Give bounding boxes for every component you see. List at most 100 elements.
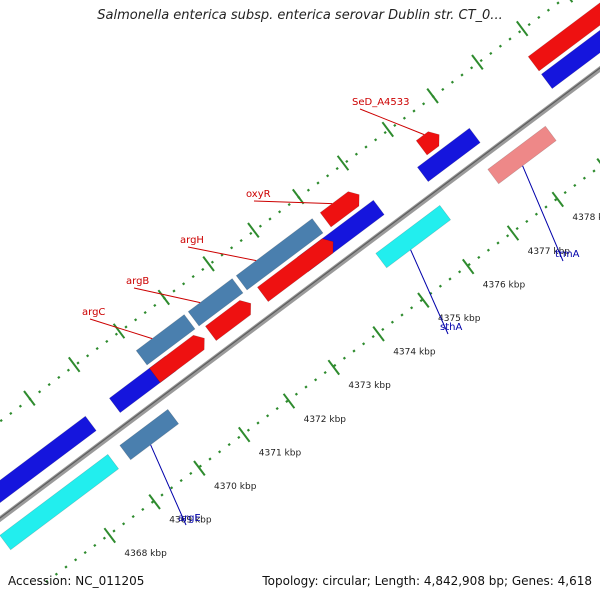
label-leader-argE (150, 444, 187, 526)
lower-track-dot (304, 385, 308, 389)
gene-label-argB: argB (126, 276, 149, 287)
lower-track-dot (486, 248, 490, 252)
upper-track-dot (345, 159, 349, 163)
lower-track-dot (525, 219, 529, 223)
label-leader-trmA (522, 165, 564, 262)
upper-track-dot (402, 116, 406, 120)
gene-block-argH (235, 218, 324, 291)
label-leader-argH (187, 246, 257, 262)
scale-label: 4376 kbp (483, 280, 526, 290)
upper-track-dot (460, 73, 464, 77)
lower-track-dot (112, 529, 116, 533)
lower-track-dot (573, 183, 577, 187)
lower-track-dot (534, 212, 538, 216)
lower-track-dot (342, 356, 346, 360)
upper-scale-tick (247, 222, 260, 238)
upper-track-dot (450, 80, 454, 84)
upper-track-dot (0, 419, 3, 423)
lower-track-dot (74, 558, 78, 562)
upper-track-dot (239, 239, 243, 243)
scale-label: 4378 kbp (572, 213, 600, 223)
scale-label: 4371 kbp (259, 448, 302, 458)
upper-track-dot (422, 102, 426, 106)
lower-track-dot (122, 522, 126, 526)
upper-track-dot (153, 303, 157, 307)
gene-block-blue (540, 29, 600, 90)
upper-track-dot (172, 289, 176, 293)
upper-track-dot (479, 59, 483, 63)
upper-track-dot (383, 131, 387, 135)
lower-track-dot (419, 299, 423, 303)
scale-label: 4373 kbp (348, 381, 391, 391)
upper-track-dot (182, 282, 186, 286)
upper-scale-tick (202, 256, 215, 272)
upper-track-dot (66, 368, 70, 372)
upper-track-dot (441, 87, 445, 91)
label-leader-argC (89, 318, 153, 340)
scale-tick (372, 326, 385, 342)
lower-track-dot (400, 313, 404, 317)
upper-track-dot (86, 354, 90, 358)
upper-track-dot (47, 383, 51, 387)
upper-scale-tick (471, 54, 484, 71)
lower-track-dot (102, 536, 106, 540)
upper-scale-tick (68, 356, 81, 373)
lower-track-dot (160, 493, 164, 497)
lower-track-dot (352, 349, 356, 353)
lower-track-dot (170, 486, 174, 490)
scale-tick (417, 292, 430, 308)
upper-track-dot (124, 325, 128, 329)
upper-track-dot (210, 260, 214, 264)
lower-track-dot (275, 407, 279, 411)
upper-track-dot (306, 188, 310, 192)
gene-block-trmA (487, 125, 557, 185)
upper-track-dot (316, 181, 320, 185)
scale-label: 4368 kbp (124, 549, 167, 559)
upper-scale-tick (569, 0, 574, 3)
lower-track-dot (563, 191, 567, 195)
scale-label: 4374 kbp (393, 348, 436, 358)
gene-block-blue (0, 415, 97, 504)
gene-block-red (527, 2, 600, 72)
lower-track-dot (45, 579, 49, 583)
genome-backbone (0, 65, 600, 523)
gene-label-oxyR: oxyR (246, 189, 271, 200)
lower-track-dot (554, 198, 558, 202)
upper-track-dot (57, 375, 61, 379)
upper-scale-tick (23, 390, 36, 406)
gene-block-red (204, 300, 252, 342)
upper-track-dot (393, 123, 397, 127)
lower-track-dot (496, 241, 500, 245)
lower-track-dot (458, 270, 462, 274)
lower-track-dot (189, 471, 193, 475)
gene-block-argC (135, 314, 196, 366)
lower-track-dot (477, 255, 481, 259)
lower-track-dot (83, 551, 87, 555)
lower-track-dot (256, 421, 260, 425)
scale-tick (596, 158, 600, 164)
upper-scale-tick (291, 188, 305, 205)
upper-track-dot (201, 267, 205, 271)
lower-track-dot (448, 277, 452, 281)
upper-track-dot (18, 404, 22, 408)
upper-track-dot (191, 275, 195, 279)
gene-label-argH: argH (180, 235, 204, 246)
upper-track-dot (556, 1, 560, 5)
scale-tick (148, 494, 161, 510)
lower-track-dot (237, 435, 241, 439)
gene-block-oxyR (319, 191, 360, 228)
upper-track-dot (76, 361, 80, 365)
gene-block-red (148, 334, 205, 384)
scale-tick (506, 225, 520, 241)
lower-track-dot (438, 284, 442, 288)
gene-block-argE (119, 408, 180, 461)
accession-text: Accession: NC_011205 (8, 574, 145, 588)
upper-track-dot (546, 8, 550, 12)
upper-track-dot (470, 66, 474, 70)
upper-track-dot (268, 217, 272, 221)
upper-track-dot (230, 246, 234, 250)
scale-label: 4372 kbp (304, 415, 347, 425)
scale-label: 4369 kbp (169, 516, 212, 526)
gene-label-argC: argC (82, 307, 105, 318)
